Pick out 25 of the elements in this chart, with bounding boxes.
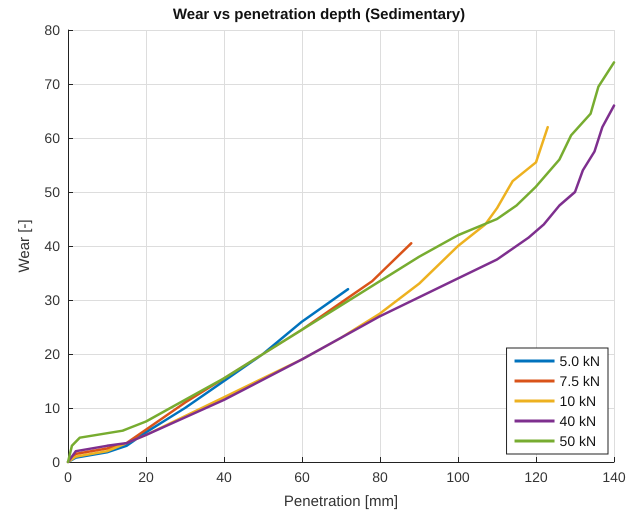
- legend-label: 10 kN: [560, 393, 596, 409]
- y-tick-label: 70: [44, 76, 60, 92]
- x-tick-label: 20: [138, 469, 154, 485]
- y-tick-label: 30: [44, 292, 60, 308]
- x-tick-label: 0: [64, 469, 72, 485]
- legend-label: 50 kN: [560, 433, 596, 449]
- x-tick-label: 80: [372, 469, 388, 485]
- x-tick-label: 40: [216, 469, 232, 485]
- x-tick-label: 140: [602, 469, 626, 485]
- legend-label: 7.5 kN: [560, 373, 600, 389]
- x-axis-title: Penetration [mm]: [284, 493, 398, 510]
- y-tick-label: 20: [44, 346, 60, 362]
- y-axis-title: Wear [-]: [16, 219, 33, 273]
- y-tick-label: 40: [44, 238, 60, 254]
- x-tick-label: 60: [294, 469, 310, 485]
- chart-title: Wear vs penetration depth (Sedimentary): [172, 6, 466, 23]
- y-tick-label: 80: [44, 22, 60, 38]
- y-tick-label: 10: [44, 400, 60, 416]
- y-tick-label: 60: [44, 130, 60, 146]
- legend-label: 5.0 kN: [560, 353, 600, 369]
- y-tick-label: 50: [44, 184, 60, 200]
- x-tick-label: 120: [524, 469, 548, 485]
- y-tick-label: 0: [52, 454, 60, 470]
- x-tick-label: 100: [446, 469, 470, 485]
- legend-label: 40 kN: [560, 413, 596, 429]
